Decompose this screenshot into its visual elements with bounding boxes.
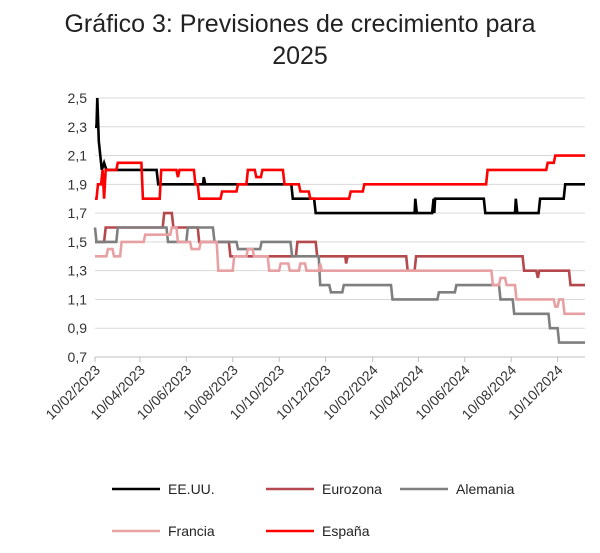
y-tick-label: 0,7 xyxy=(68,349,88,365)
series-line-1 xyxy=(95,97,585,215)
y-tick-label: 1,5 xyxy=(68,234,88,250)
series-line-2 xyxy=(95,211,585,287)
legend: EE.UU. Eurozona Alemania Francia España xyxy=(112,481,515,539)
y-tick-label: 2,1 xyxy=(68,148,88,164)
y-tick-label: 2,3 xyxy=(68,119,88,135)
y-tick-label: 1,3 xyxy=(68,263,88,279)
chart-title-line-2: 2025 xyxy=(272,42,328,70)
series-line-5 xyxy=(95,154,585,200)
legend-label: España xyxy=(322,523,370,539)
legend-label: EE.UU. xyxy=(168,481,215,497)
legend-label: Alemania xyxy=(456,481,515,497)
series-line-4 xyxy=(95,226,585,316)
legend-label: Eurozona xyxy=(322,481,382,497)
y-tick-label: 1,7 xyxy=(68,205,88,221)
y-axis-ticks: 2,5 2,3 2,1 1,9 1,7 1,5 1,3 1,1 0,9 0,7 xyxy=(68,90,88,365)
y-tick-label: 1,1 xyxy=(68,291,88,307)
x-axis-ticks: 10/02/202310/04/202310/06/202310/08/2023… xyxy=(42,357,566,423)
y-tick-label: 1,9 xyxy=(68,176,88,192)
y-tick-label: 0,9 xyxy=(68,320,88,336)
y-tick-label: 2,5 xyxy=(68,90,88,106)
legend-label: Francia xyxy=(168,523,215,539)
chart-title-line-1: Gráfico 3: Previsiones de crecimiento pa… xyxy=(64,10,536,38)
series-lines xyxy=(93,97,585,344)
gridlines xyxy=(95,97,585,358)
